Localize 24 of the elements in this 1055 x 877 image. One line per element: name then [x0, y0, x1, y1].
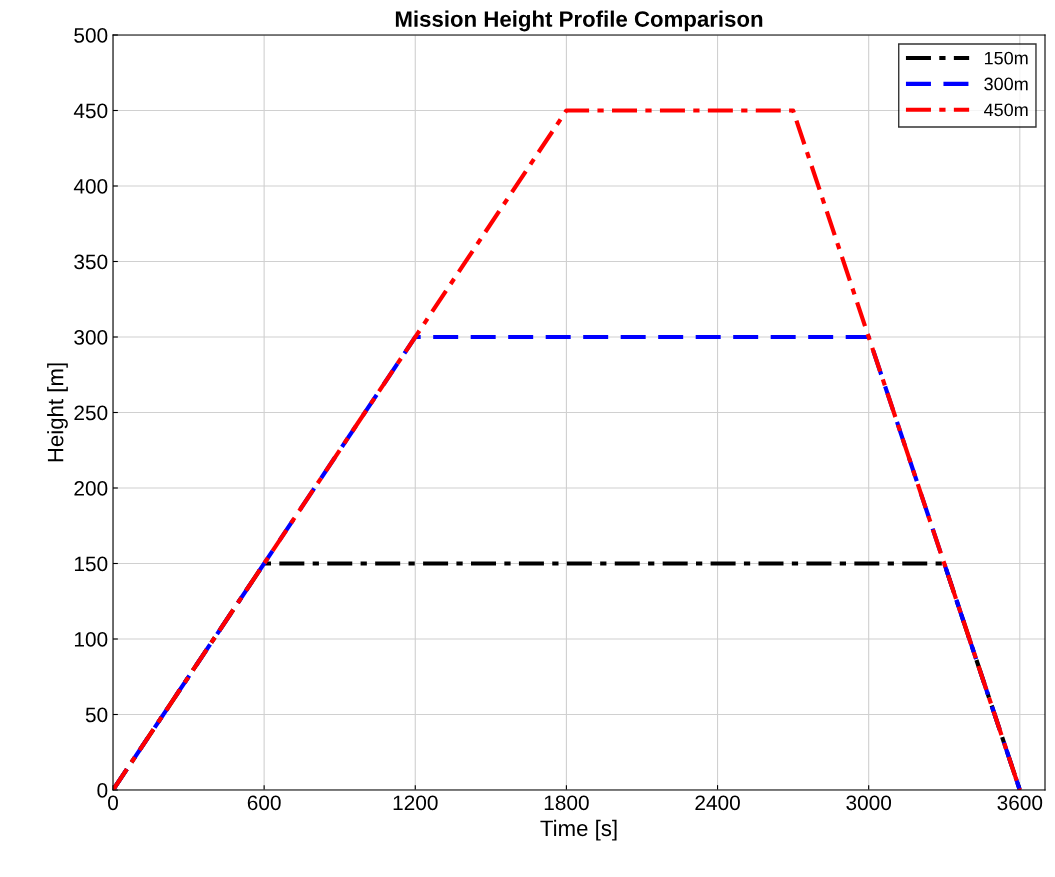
x-tick-label: 2400 [695, 795, 740, 811]
x-tick-label: 1800 [544, 795, 589, 811]
y-tick-label: 250 [74, 405, 108, 421]
x-axis-title: Time [s] [540, 819, 617, 841]
legend-label: 300m [984, 77, 1028, 91]
chart-title: Mission Height Profile Comparison [395, 10, 763, 32]
y-axis-title: Height [m] [47, 363, 68, 462]
y-tick-label: 100 [74, 632, 108, 647]
x-tick-label: 600 [247, 795, 281, 811]
x-tick-label: 1200 [393, 795, 438, 811]
y-tick-label: 500 [74, 28, 108, 43]
y-tick-label: 400 [73, 179, 108, 194]
x-tick-label: 0 [108, 795, 118, 811]
x-tick-label: 3000 [846, 795, 892, 811]
y-tick-label: 350 [74, 254, 108, 270]
y-tick-label: 200 [74, 481, 108, 496]
legend-label: 450m [984, 103, 1028, 117]
y-tick-label: 50 [85, 707, 108, 723]
x-tick-label: 3600 [997, 795, 1043, 811]
y-tick-label: 450 [73, 103, 108, 119]
y-tick-label: 300 [74, 330, 108, 345]
y-tick-label: 150 [74, 556, 108, 572]
y-tick-label: 0 [97, 783, 108, 798]
legend-label: 150m [984, 51, 1028, 65]
